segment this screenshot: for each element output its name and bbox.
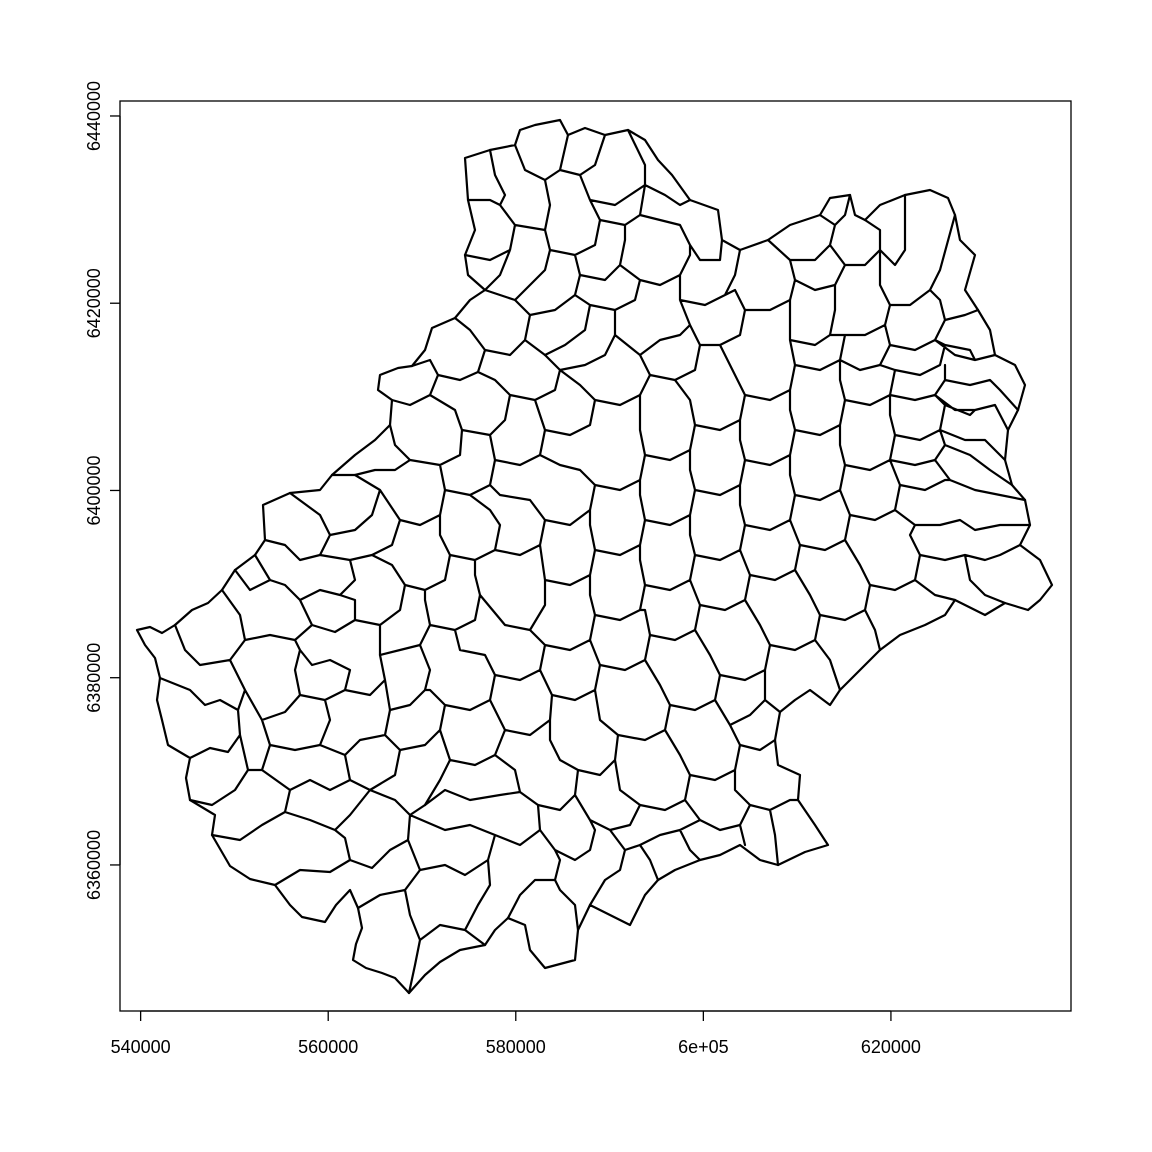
commune-lines-east [593, 213, 1032, 867]
x-tick-label: 540000 [111, 1037, 171, 1057]
commune-boundaries [135, 118, 1054, 995]
commune-lines-west [158, 473, 542, 995]
x-tick-label: 620000 [861, 1037, 921, 1057]
y-tick-label: 6420000 [84, 268, 104, 338]
y-tick-label: 6380000 [84, 643, 104, 713]
x-tick-label: 580000 [486, 1037, 546, 1057]
y-tick-label: 6440000 [84, 81, 104, 151]
y-tick-label: 6400000 [84, 455, 104, 525]
x-tick-label: 6e+05 [678, 1037, 729, 1057]
commune-lines-center [353, 288, 660, 932]
y-tick-label: 6360000 [84, 830, 104, 900]
y-axis: 6360000 6380000 6400000 6420000 6440000 [84, 81, 121, 900]
x-axis: 540000 560000 580000 6e+05 620000 [111, 1010, 921, 1057]
x-tick-label: 560000 [298, 1037, 358, 1057]
department-outline [135, 118, 1054, 995]
